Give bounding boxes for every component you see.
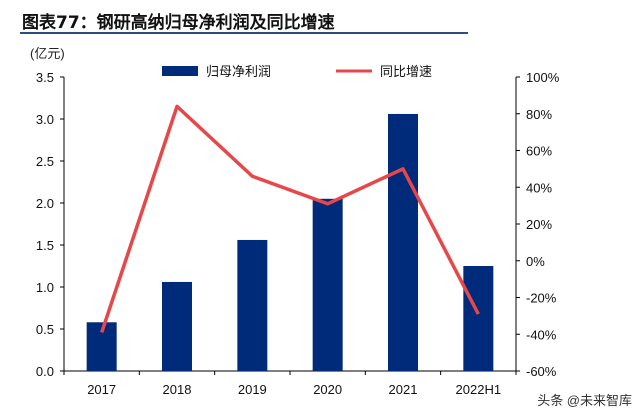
- x-tick-label: 2021: [389, 382, 418, 397]
- bar-2020: [312, 198, 343, 371]
- right-tick-label: 80%: [526, 107, 552, 122]
- left-tick-label: 3.0: [36, 112, 54, 127]
- x-tick-label: 2018: [163, 382, 192, 397]
- legend-bar-swatch: [162, 66, 198, 76]
- right-tick-label: 60%: [526, 144, 552, 159]
- right-tick-label: 0%: [526, 254, 545, 269]
- bar-2019: [237, 239, 268, 371]
- title-divider: [20, 32, 468, 34]
- chart-title: 图表77：钢研高纳归母净利润及同比增速: [22, 13, 335, 33]
- left-tick-label: 3.5: [36, 70, 54, 85]
- right-tick-label: -40%: [526, 327, 557, 342]
- right-tick-label: -20%: [526, 291, 557, 306]
- left-tick-label: 1.5: [36, 238, 54, 253]
- left-tick-label: 1.0: [36, 280, 54, 295]
- left-axis-unit: (亿元): [30, 46, 65, 61]
- right-tick-label: 100%: [526, 70, 560, 85]
- x-tick-label: 2019: [238, 382, 267, 397]
- x-tick-label: 2017: [87, 382, 116, 397]
- left-tick-label: 0.0: [36, 364, 54, 379]
- right-tick-label: 40%: [526, 180, 552, 195]
- left-tick-label: 2.5: [36, 154, 54, 169]
- x-tick-label: 2022H1: [456, 382, 502, 397]
- right-tick-label: -60%: [526, 364, 557, 379]
- watermark: 头条 @未来智库: [537, 393, 632, 408]
- left-tick-label: 0.5: [36, 322, 54, 337]
- x-tick-label: 2020: [313, 382, 342, 397]
- bar-2022H1: [463, 266, 494, 371]
- left-tick-label: 2.0: [36, 196, 54, 211]
- bar-2018: [162, 281, 192, 371]
- legend-line-label: 同比增速: [380, 64, 432, 79]
- legend-bar-label: 归母净利润: [206, 64, 271, 79]
- bar-2021: [388, 113, 418, 372]
- growth-line: [100, 104, 480, 333]
- right-tick-label: 20%: [526, 217, 552, 232]
